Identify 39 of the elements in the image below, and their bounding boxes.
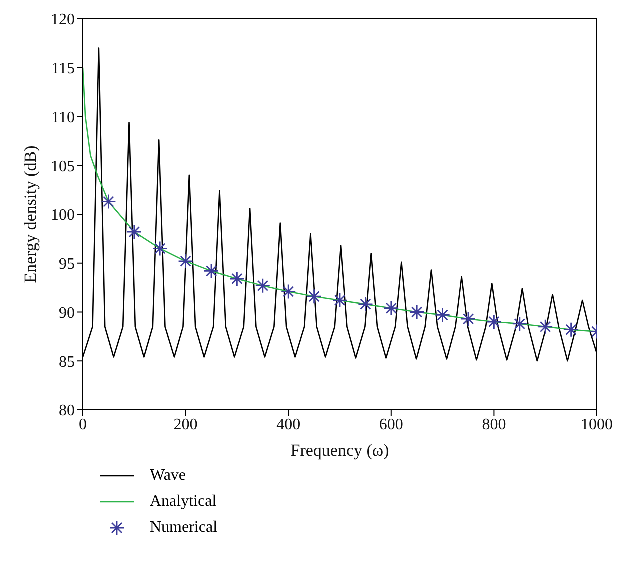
x-tick-label: 1000 <box>581 416 613 434</box>
point <box>435 307 450 323</box>
point <box>332 292 348 308</box>
point <box>280 284 296 300</box>
point <box>564 322 579 338</box>
y-tick-label: 90 <box>59 304 75 322</box>
point <box>101 194 116 210</box>
y-tick-label: 85 <box>59 354 75 371</box>
point <box>178 254 194 270</box>
x-tick-label: 400 <box>276 416 301 434</box>
y-tick-label: 95 <box>59 256 75 274</box>
point <box>538 319 554 335</box>
y-tick-label: 80 <box>59 402 75 420</box>
legend-label: Analytical <box>150 493 217 511</box>
point <box>409 304 425 320</box>
legend-label: Numerical <box>150 519 218 537</box>
point <box>126 224 142 240</box>
point <box>384 300 400 316</box>
y-tick-label: 100 <box>51 207 75 224</box>
y-axis-title: Energy density (dB) <box>21 146 40 284</box>
point <box>204 263 220 279</box>
point <box>460 311 476 327</box>
point <box>230 271 245 287</box>
point <box>512 316 528 332</box>
point <box>486 314 502 330</box>
legend-label: Wave <box>150 467 186 485</box>
y-tick-label: 110 <box>52 109 75 126</box>
point <box>306 288 322 304</box>
x-tick-label: 0 <box>79 416 87 434</box>
x-tick-label: 200 <box>174 416 198 434</box>
point <box>255 278 271 294</box>
y-tick-label: 120 <box>51 12 75 29</box>
point <box>358 296 374 312</box>
x-tick-label: 600 <box>379 416 404 434</box>
y-tick-label: 105 <box>51 158 75 176</box>
x-tick-label: 800 <box>482 416 506 434</box>
x-axis-title: Frequency (ω) <box>290 441 390 460</box>
point <box>152 241 168 256</box>
y-tick-label: 115 <box>52 60 75 78</box>
